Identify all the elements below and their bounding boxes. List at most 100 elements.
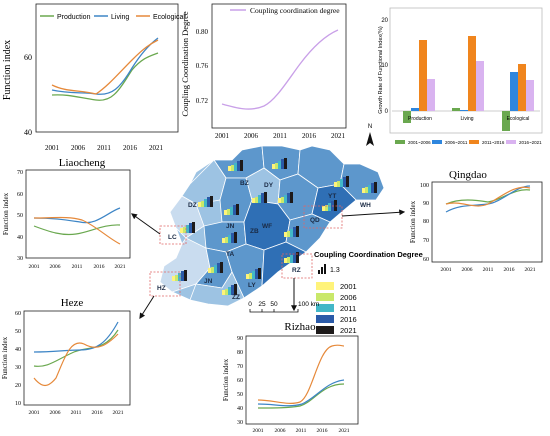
y-tick: 70 bbox=[17, 170, 23, 176]
top-left-ylabel: Function index bbox=[2, 40, 13, 100]
rizhao-ecological-line bbox=[257, 344, 345, 404]
y-tick: 10 bbox=[15, 401, 21, 407]
legend-swatch-2001 bbox=[316, 282, 334, 290]
bar-production-2006-2011 bbox=[411, 108, 419, 111]
city-label-zb: ZB bbox=[250, 228, 259, 235]
legend-scale-value: 1.3 bbox=[330, 267, 340, 274]
y-tick: 100 bbox=[420, 183, 429, 189]
map-legend-title: Coupling Coordination Degree bbox=[314, 250, 423, 259]
legend-label: 2006~2011 bbox=[445, 140, 468, 145]
heze-title: Heze bbox=[61, 297, 84, 309]
bar-living-2011-2016 bbox=[468, 36, 476, 111]
legend-year: 2011 bbox=[340, 304, 356, 313]
y-tick: 0 bbox=[385, 109, 389, 115]
city-label-zz: ZZ bbox=[232, 294, 240, 301]
region-zz bbox=[189, 271, 245, 307]
arrow-to-qingdao bbox=[341, 209, 406, 217]
legend-swatch-2006 bbox=[316, 293, 334, 301]
top-mid-frame bbox=[211, 3, 347, 129]
top-left-ytick: 60 bbox=[24, 53, 32, 62]
x-tick: 2001 bbox=[215, 132, 230, 140]
region-ly-east bbox=[261, 241, 307, 287]
x-tick: 2016 bbox=[94, 264, 105, 270]
rizhao-ylabel: Function index bbox=[222, 358, 230, 401]
x-tick: 2011 bbox=[71, 410, 82, 416]
city-label-qd: QD bbox=[310, 217, 320, 224]
bar-living-2016-2021 bbox=[476, 61, 484, 111]
y-tick: 60 bbox=[237, 378, 243, 384]
bar-ecological-2016-2021 bbox=[526, 80, 534, 111]
y-tick: 90 bbox=[423, 201, 429, 207]
y-tick: 80 bbox=[423, 219, 429, 225]
x-tick: 2021 bbox=[339, 428, 350, 434]
y-tick: 0.80 bbox=[196, 28, 209, 36]
x-tick: 2006 bbox=[462, 267, 473, 273]
y-tick: 50 bbox=[17, 213, 23, 219]
legend-production: Production bbox=[57, 14, 91, 21]
x-tick: 2001 bbox=[29, 410, 40, 416]
qingdao-production-line bbox=[445, 189, 531, 205]
city-label-yt: YT bbox=[328, 193, 336, 200]
legend-scale-glyph bbox=[318, 264, 326, 274]
city-label-jn-north: JN bbox=[226, 223, 235, 230]
bar-category: Production bbox=[408, 116, 432, 122]
x-tick: 2001 bbox=[441, 267, 452, 273]
y-tick: 20 bbox=[15, 383, 21, 389]
y-tick: 30 bbox=[15, 365, 21, 371]
qingdao-living-line bbox=[445, 185, 531, 213]
bar-ecological-2001-2006 bbox=[502, 111, 510, 131]
y-tick: 80 bbox=[237, 350, 243, 356]
x-tick: 2016 bbox=[302, 132, 317, 140]
x-tick: 2021 bbox=[113, 410, 124, 416]
scale-tick: 25 bbox=[258, 301, 266, 308]
scale-tick: 0 bbox=[248, 301, 252, 308]
top-left-chart: Function index 60 40 Production Living E… bbox=[2, 3, 185, 152]
legend-label: 2016~2021 bbox=[519, 140, 542, 145]
y-tick: 40 bbox=[15, 347, 21, 353]
shandong-map: BZ DY DZ YT WH LC JN ZB WF QD TA RZ HZ J… bbox=[149, 124, 385, 307]
city-label-ta: TA bbox=[226, 251, 234, 258]
top-left-frame bbox=[35, 3, 179, 133]
x-tick: 2011 bbox=[72, 264, 83, 270]
city-label-dy: DY bbox=[264, 182, 274, 189]
bar-production-2011-2016 bbox=[419, 40, 427, 111]
legend-year: 2006 bbox=[340, 293, 357, 302]
bar-ecological-2006-2011 bbox=[510, 72, 518, 111]
x-tick: 2021 bbox=[331, 132, 346, 140]
bar-ecological-2011-2016 bbox=[518, 64, 526, 111]
top-left-ytick: 40 bbox=[24, 128, 32, 137]
legend-year: 2016 bbox=[340, 315, 357, 324]
legend-swatch-2011 bbox=[316, 304, 334, 312]
x-tick: 2006 bbox=[50, 264, 61, 270]
x-tick: 2016 bbox=[504, 267, 515, 273]
heze-ylabel: Function index bbox=[1, 336, 9, 379]
x-tick: 2016 bbox=[92, 410, 103, 416]
legend-label: 2011~2016 bbox=[482, 140, 505, 145]
highlight-heze bbox=[149, 271, 181, 297]
highlight-rizhao bbox=[281, 253, 313, 279]
bar-living-2006-2011 bbox=[460, 110, 468, 111]
legend-swatch-2021 bbox=[316, 326, 334, 334]
liaocheng-living-line bbox=[33, 207, 121, 224]
liaocheng-title: Liaocheng bbox=[59, 157, 106, 169]
heze-ecological-line bbox=[33, 333, 119, 387]
y-tick: 70 bbox=[423, 238, 429, 244]
rizhao-production-line bbox=[257, 383, 345, 409]
legend-label: 2001~2006 bbox=[408, 140, 431, 145]
x-tick: 2006 bbox=[50, 410, 61, 416]
legend-living: Living bbox=[111, 14, 129, 21]
x-tick: 2011 bbox=[296, 428, 307, 434]
top-mid-ylabel: Coupling Coordination Degree bbox=[180, 11, 190, 117]
highlight-qingdao bbox=[303, 205, 343, 229]
city-label-wh: WH bbox=[360, 202, 371, 209]
x-tick: 2001 bbox=[29, 264, 40, 270]
liaocheng-ecological-line bbox=[33, 216, 121, 245]
x-tick: 2021 bbox=[525, 267, 536, 273]
liaocheng-production-line bbox=[33, 224, 121, 236]
highlight-liaocheng bbox=[159, 225, 187, 245]
city-label-jn-south: JN bbox=[204, 278, 213, 285]
x-tick: 2016 bbox=[317, 428, 328, 434]
city-label-dz: DZ bbox=[188, 202, 197, 209]
top-right-legend: 2001~2006 2006~2011 2011~2016 2016~2021 bbox=[395, 140, 542, 145]
